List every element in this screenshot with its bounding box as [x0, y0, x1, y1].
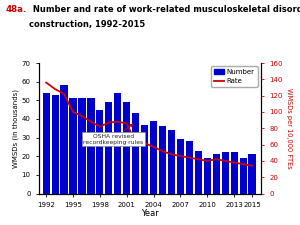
Text: 48a.: 48a.: [6, 4, 27, 13]
Bar: [222, 153, 229, 194]
Bar: [132, 113, 139, 194]
Bar: [52, 95, 59, 194]
Bar: [123, 102, 130, 194]
Bar: [204, 158, 211, 194]
Legend: Number, Rate: Number, Rate: [211, 66, 257, 87]
Bar: [231, 153, 238, 194]
Bar: [78, 98, 85, 194]
Text: Number and rate of work-related musculoskeletal disorders in: Number and rate of work-related musculos…: [30, 4, 300, 13]
Y-axis label: WMSDs (in thousands): WMSDs (in thousands): [12, 89, 19, 168]
Bar: [43, 93, 50, 194]
Bar: [105, 102, 112, 194]
Bar: [69, 98, 76, 194]
Bar: [177, 140, 184, 194]
Bar: [61, 85, 68, 194]
Bar: [186, 141, 193, 194]
Text: construction, 1992-2015: construction, 1992-2015: [6, 20, 145, 29]
Bar: [96, 110, 103, 194]
Text: OSHA revised
recordkeeping rules: OSHA revised recordkeeping rules: [83, 124, 143, 145]
Bar: [195, 151, 202, 194]
Bar: [168, 130, 175, 194]
Bar: [114, 93, 122, 194]
X-axis label: Year: Year: [141, 209, 159, 218]
Bar: [141, 124, 148, 194]
Bar: [248, 154, 256, 194]
Bar: [213, 154, 220, 194]
Bar: [239, 158, 247, 194]
Bar: [159, 126, 166, 194]
Bar: [150, 121, 157, 194]
Y-axis label: WMSDs per 10,000 FTEs: WMSDs per 10,000 FTEs: [286, 88, 292, 169]
Bar: [87, 98, 94, 194]
